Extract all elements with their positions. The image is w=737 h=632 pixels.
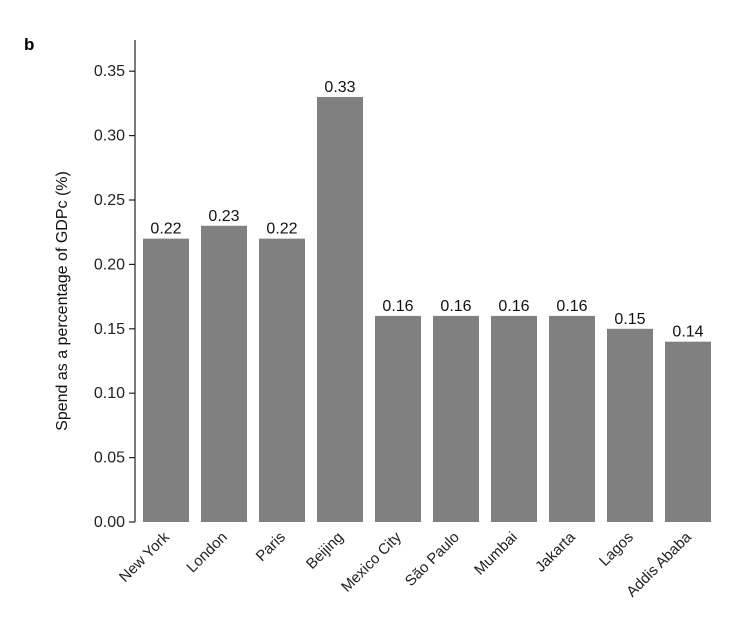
y-tick-label: 0.00 [94, 514, 125, 531]
bar-value-label: 0.16 [556, 298, 587, 315]
y-ticks: 0.00 0.05 0.10 0.15 0.20 0.25 0.30 0.35 [94, 63, 135, 531]
y-tick-label: 0.30 [94, 128, 125, 145]
bar [607, 328, 653, 522]
category-label: Beijing [303, 529, 347, 573]
bars [143, 96, 711, 523]
bar-value-label: 0.16 [440, 298, 471, 315]
bar-value-label: 0.15 [614, 311, 645, 328]
bar-value-label: 0.23 [208, 208, 239, 225]
bar-value-labels: 0.22 0.23 0.22 0.33 0.16 0.16 0.16 0.16 0.15 0.14 [150, 79, 703, 341]
y-tick-label: 0.10 [94, 385, 125, 402]
y-tick-label: 0.15 [94, 321, 125, 338]
y-tick-label: 0.05 [94, 450, 125, 467]
panel-label: b [24, 35, 34, 54]
y-axis-title: Spend as a percentage of GDPc (%) [54, 171, 71, 431]
bar [143, 238, 189, 522]
bar-value-label: 0.14 [672, 324, 703, 341]
y-tick-label: 0.25 [94, 192, 125, 209]
bar [201, 225, 247, 522]
category-label: Mumbai [471, 529, 521, 579]
bar-value-label: 0.33 [324, 79, 355, 96]
bar [549, 315, 595, 522]
bar [259, 238, 305, 522]
category-label: London [183, 529, 230, 576]
bar-value-label: 0.16 [498, 298, 529, 315]
bar [665, 341, 711, 522]
category-label: Jakarta [532, 528, 579, 575]
category-label: São Paulo [402, 529, 463, 590]
category-label: Paris [253, 529, 289, 565]
bar-value-label: 0.16 [382, 298, 413, 315]
bar-value-label: 0.22 [150, 221, 181, 238]
bar-value-label: 0.22 [266, 221, 297, 238]
category-label: Lagos [596, 529, 637, 570]
bar [491, 315, 537, 522]
y-tick-label: 0.35 [94, 63, 125, 80]
y-tick-label: 0.20 [94, 256, 125, 273]
bar [317, 96, 363, 523]
category-label: Mexico City [338, 528, 405, 595]
bar [433, 315, 479, 522]
category-label: New York [116, 528, 173, 585]
bar [375, 315, 421, 522]
